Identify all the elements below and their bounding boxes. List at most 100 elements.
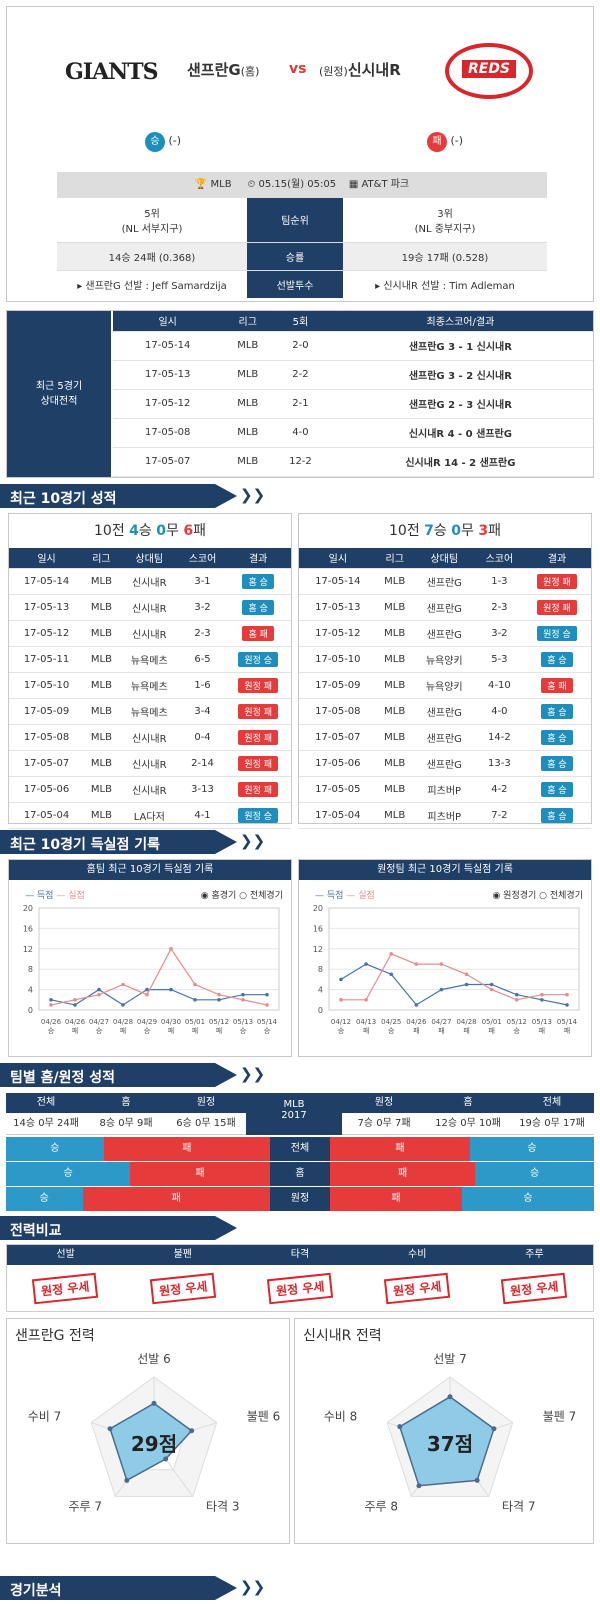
- home-chart-title: 홈팀 최근 10경기 득실점 기록: [9, 860, 291, 880]
- recent-cell: MLB: [376, 698, 413, 725]
- y-tick-label: 16: [23, 924, 33, 933]
- table-row: 17-05-13 MLB 샌프란G 2-3 원정 패: [299, 594, 591, 621]
- recent-header: 상대팀: [412, 548, 476, 569]
- recent-cell: 3-2: [475, 620, 523, 647]
- home-recent-box: 10전 4승 0무 6패 일시 리그 상대팀 스코어 결과 17-05-14 MLB 신시내R…: [8, 513, 292, 829]
- data-point: [565, 992, 569, 997]
- table-row: 17-05-14 MLB 신시내R 3-1 홈 승: [9, 568, 291, 595]
- table-row: 17-05-04 MLB LA다저 4-1 원정 승: [9, 802, 291, 829]
- plot-frame: [328, 907, 580, 1011]
- recent-cell: 샌프란G: [412, 724, 476, 751]
- data-point: [169, 947, 173, 951]
- radar-axis-label: 수비 8: [324, 1410, 358, 1424]
- recent-header: 스코어: [179, 548, 226, 569]
- analysis-section-title: 경기분석: [0, 1576, 237, 1600]
- h2h-row: 17-05-12 MLB 2-1 샌프란G 2 - 3 신시내R: [113, 389, 593, 419]
- h2h-cell: 샌프란G 3 - 2 신시내R: [327, 360, 593, 390]
- teamrec-row-label: 전체: [269, 1137, 330, 1161]
- radar-axis-label: 주루 7: [68, 1499, 102, 1513]
- recent-cell: MLB: [376, 724, 413, 751]
- recent-cell: 신시내R: [118, 620, 180, 647]
- h2h-cell: MLB: [222, 360, 274, 390]
- advantage-stamp: 원정 우세: [383, 1272, 451, 1304]
- recent-cell: MLB: [84, 568, 119, 595]
- advantage-stamp: 원정 우세: [149, 1272, 217, 1304]
- teamrec-bar-row: 승 패 원정 패 승: [6, 1187, 594, 1211]
- data-point: [169, 987, 173, 992]
- match-header: GIANTS 샌프란G(홈) vs (원정)신시내R REDS 승 (-) 패 …: [6, 6, 594, 302]
- y-tick-label: 20: [313, 904, 323, 913]
- y-tick-label: 0: [28, 1006, 33, 1015]
- x-tick-label: 04/27 패: [431, 1018, 451, 1035]
- recent-cell: 17-05-08: [9, 724, 85, 751]
- recent-cell: MLB: [376, 646, 413, 673]
- table-row: 17-05-14 MLB 샌프란G 1-3 원정 패: [299, 568, 591, 595]
- recent-cell: 뉴욕양키: [412, 672, 476, 699]
- h2h-cell: 12-2: [273, 447, 328, 477]
- data-point: [540, 992, 544, 997]
- away-win-bar: 승: [475, 1162, 594, 1186]
- radar-axis-label: 불펜 6: [247, 1410, 281, 1424]
- recent-cell: 3-13: [179, 776, 226, 803]
- recent-cell: 17-05-06: [9, 776, 85, 803]
- recent-cell: 5-3: [475, 646, 523, 673]
- away-chart-options[interactable]: ◉ 원정경기 ○ 전체경기: [492, 891, 583, 901]
- recent-cell: 13-3: [475, 750, 523, 777]
- recent-cell: MLB: [84, 802, 119, 829]
- table-row: 17-05-06 MLB 샌프란G 13-3 홈 승: [299, 750, 591, 777]
- recent-cell: 17-05-10: [9, 672, 85, 699]
- recent-cell: 뉴욕메츠: [118, 672, 180, 699]
- radar-point: [163, 1456, 169, 1462]
- data-point: [217, 992, 221, 997]
- h2h-header: 일시: [113, 311, 223, 332]
- table-row: 17-05-09 MLB 뉴욕메츠 3-4 원정 패: [9, 698, 291, 725]
- data-point: [339, 998, 343, 1002]
- home-win-bar: 승: [6, 1162, 131, 1186]
- trophy-icon: 🏆: [194, 179, 208, 190]
- recent-cell: 신시내R: [118, 594, 180, 621]
- recent-cell: MLB: [376, 594, 413, 621]
- home-radar-box: 샌프란G 전력 선발 6 불펜 6 타격 3 주루 7 수비 7 29점: [6, 1318, 290, 1544]
- radar-point: [189, 1428, 195, 1434]
- data-point: [514, 998, 519, 1002]
- home-radar-chart: 선발 6 불펜 6 타격 3 주루 7 수비 7 29점: [28, 1352, 281, 1513]
- recent-cell: 17-05-14: [9, 568, 85, 595]
- radar-point: [124, 1477, 130, 1483]
- data-point: [49, 998, 53, 1002]
- radar-point: [447, 1394, 453, 1400]
- result-badge: 원정 패: [537, 573, 577, 589]
- recent-cell: MLB: [84, 698, 119, 725]
- radar-area: [398, 1395, 495, 1487]
- radar-axis-label: 불펜 7: [543, 1410, 577, 1424]
- table-row: 17-05-08 MLB 신시내R 0-4 원정 패: [9, 724, 291, 751]
- table-row: 17-05-07 MLB 샌프란G 14-2 홈 승: [299, 724, 591, 751]
- chevron-icon: ❯❯: [240, 1065, 266, 1083]
- y-tick-label: 0: [318, 1006, 323, 1015]
- recent-cell: 17-05-07: [299, 724, 377, 751]
- recent-header: 리그: [84, 548, 119, 569]
- recent-cell: 신시내R: [118, 776, 180, 803]
- recent-cell: 피츠버P: [412, 776, 476, 803]
- data-point: [439, 962, 444, 966]
- score-section-title: 최근 10경기 득실점 기록: [0, 830, 237, 854]
- advantage-stamp: 원정 우세: [501, 1272, 568, 1304]
- recent-cell: 3-2: [179, 594, 226, 621]
- data-point: [97, 987, 101, 992]
- h2h-cell: MLB: [222, 418, 274, 448]
- result-badge: 홈 승: [541, 781, 573, 797]
- radar-axis-label: 수비 7: [28, 1410, 62, 1424]
- giants-logo: GIANTS: [65, 59, 159, 85]
- result-badge: 원정 패: [238, 703, 279, 719]
- data-point: [364, 962, 368, 966]
- data-point: [121, 982, 125, 987]
- home-chart-options[interactable]: ◉ 홈경기 ○ 전체경기: [200, 891, 283, 901]
- h2h-row: 17-05-13 MLB 2-2 샌프란G 3 - 2 신시내R: [113, 360, 593, 390]
- recent-cell: 17-05-09: [9, 698, 85, 725]
- advantage-stamp: 원정 우세: [32, 1272, 99, 1304]
- recent-cell: MLB: [84, 594, 119, 621]
- recent-cell: MLB: [84, 776, 119, 803]
- x-tick-label: 05/13 승: [233, 1018, 253, 1035]
- x-tick-label: 04/27 승: [89, 1018, 109, 1035]
- h2h-row: 17-05-08 MLB 4-0 신시내R 4 - 0 샌프란G: [113, 418, 593, 448]
- away-result-badge: 패 (-): [427, 132, 463, 152]
